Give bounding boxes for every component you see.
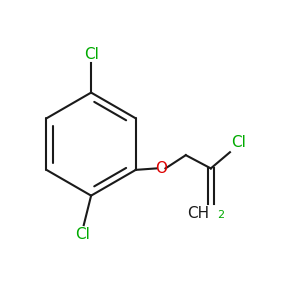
Text: Cl: Cl xyxy=(231,135,246,150)
Text: Cl: Cl xyxy=(84,47,98,62)
Text: CH: CH xyxy=(187,206,209,221)
Text: O: O xyxy=(155,161,167,176)
Text: 2: 2 xyxy=(217,210,224,220)
Text: Cl: Cl xyxy=(75,226,90,242)
